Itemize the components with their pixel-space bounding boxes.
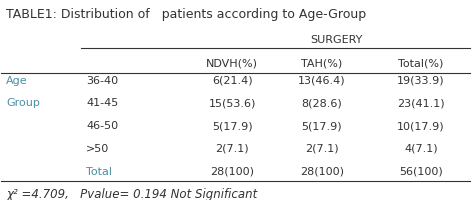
Text: TAH(%): TAH(%): [301, 58, 342, 68]
Text: Group: Group: [6, 98, 40, 108]
Text: 5(17.9): 5(17.9): [301, 121, 342, 131]
Text: 2(7.1): 2(7.1): [216, 143, 249, 153]
Text: 8(28.6): 8(28.6): [301, 98, 342, 108]
Text: Total(%): Total(%): [398, 58, 444, 68]
Text: 15(53.6): 15(53.6): [209, 98, 256, 108]
Text: 4(7.1): 4(7.1): [404, 143, 438, 153]
Text: 6(21.4): 6(21.4): [212, 75, 253, 85]
Text: 5(17.9): 5(17.9): [212, 121, 253, 131]
Text: 36-40: 36-40: [86, 75, 118, 85]
Text: 28(100): 28(100): [300, 166, 344, 176]
Text: TABLE1: Distribution of   patients according to Age-Group: TABLE1: Distribution of patients accordi…: [6, 8, 366, 21]
Text: Total: Total: [86, 166, 112, 176]
Text: 10(17.9): 10(17.9): [397, 121, 445, 131]
Text: 19(33.9): 19(33.9): [397, 75, 445, 85]
Text: 56(100): 56(100): [399, 166, 443, 176]
Text: >50: >50: [86, 143, 109, 153]
Text: Age: Age: [6, 75, 27, 85]
Text: 2(7.1): 2(7.1): [305, 143, 338, 153]
Text: SURGERY: SURGERY: [310, 35, 362, 45]
Text: 28(100): 28(100): [210, 166, 254, 176]
Text: 13(46.4): 13(46.4): [298, 75, 346, 85]
Text: χ² =4.709,   Pvalue= 0.194 Not Significant: χ² =4.709, Pvalue= 0.194 Not Significant: [6, 187, 257, 200]
Text: NDVH(%): NDVH(%): [206, 58, 258, 68]
Text: 23(41.1): 23(41.1): [397, 98, 445, 108]
Text: 41-45: 41-45: [86, 98, 118, 108]
Text: 46-50: 46-50: [86, 121, 118, 131]
